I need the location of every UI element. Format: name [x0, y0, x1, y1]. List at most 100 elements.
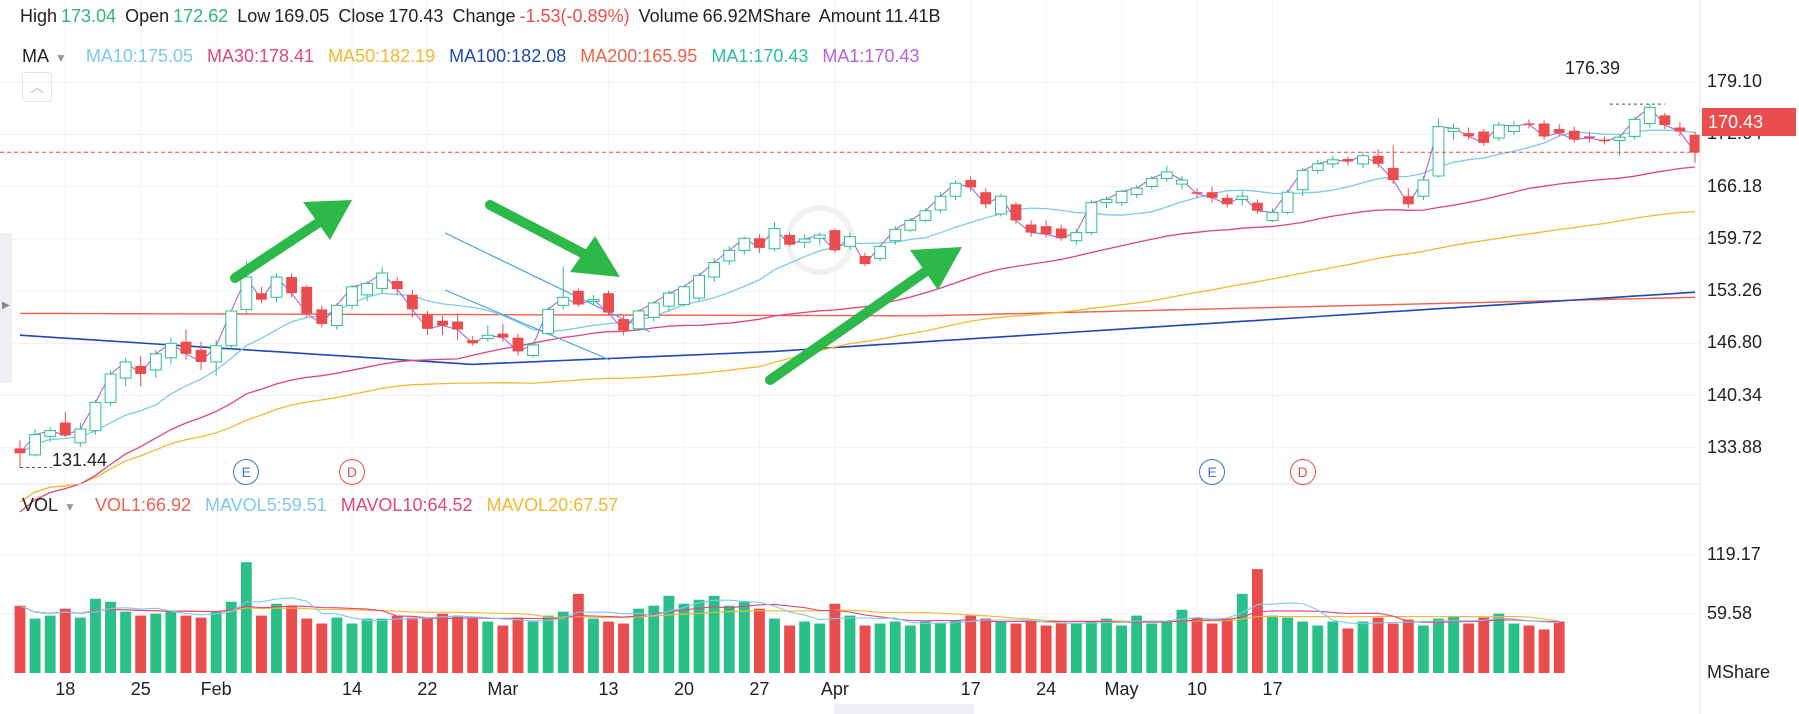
candle-body — [708, 261, 721, 278]
volume-bar — [1161, 621, 1173, 673]
candle-body — [481, 334, 494, 339]
earnings-marker[interactable]: E — [1199, 459, 1226, 485]
candle-body — [965, 180, 977, 188]
open-value: 172.62 — [173, 6, 229, 26]
candle-body — [74, 428, 87, 444]
candle-body — [437, 320, 448, 326]
ma-legend-item: MA10:175.05 — [85, 46, 193, 66]
candle-body — [994, 195, 1007, 215]
volume-bar — [829, 603, 841, 673]
chevron-down-icon[interactable]: ▼ — [64, 500, 76, 514]
high-value: 173.04 — [61, 6, 117, 26]
candle-body — [29, 434, 42, 456]
candle-body — [104, 373, 117, 403]
date-tick-label: 17 — [1262, 679, 1283, 699]
ma-indicator-selector[interactable]: MA — [22, 46, 49, 66]
candle-body — [1115, 190, 1128, 204]
volume-bar — [240, 562, 252, 673]
candle-body — [980, 192, 992, 205]
candle-body — [768, 228, 781, 250]
chevron-right-icon[interactable]: ▶ — [2, 300, 10, 311]
volume-bar — [90, 598, 101, 673]
volume-bar — [1282, 617, 1293, 673]
candle-body — [557, 296, 570, 306]
dividend-marker[interactable]: D — [338, 459, 365, 485]
volume-bar — [1070, 623, 1082, 673]
volume-bar — [1025, 621, 1037, 673]
volume-bar — [527, 621, 539, 673]
volume-bar — [1176, 609, 1188, 673]
ma-legend-item: MA1:170.43 — [711, 46, 809, 66]
ma1-line — [19, 106, 1696, 454]
vol-indicator-selector[interactable]: VOL — [22, 495, 59, 515]
volume-bar — [120, 611, 132, 673]
volume-bar — [723, 605, 735, 673]
date-tick-label: 25 — [130, 679, 151, 699]
volume-bar — [678, 603, 690, 673]
candle-body — [1372, 155, 1384, 164]
volume-bar — [286, 605, 298, 673]
volume-bar — [1553, 621, 1565, 673]
volume-bar — [1417, 625, 1429, 673]
date-tick-label: Apr — [820, 679, 849, 699]
candle-body — [119, 361, 132, 379]
candle-body — [1538, 123, 1550, 137]
candle-body — [949, 182, 962, 197]
candle-body — [1145, 177, 1158, 188]
candle-body — [452, 321, 464, 330]
volume-tick-label: 59.58 — [1707, 603, 1753, 624]
mavol5-line — [19, 597, 1560, 625]
earnings-marker[interactable]: E — [233, 459, 260, 485]
candle-body — [240, 276, 253, 310]
volume-bar — [1478, 617, 1490, 673]
volume-bar — [1402, 619, 1414, 673]
collapse-button[interactable]: ︿ — [22, 72, 52, 102]
candle-body — [1507, 125, 1520, 133]
volume-bar — [1116, 625, 1128, 673]
ma-legend-item: MA30:178.41 — [206, 46, 315, 66]
ma-legend-item: MA200:165.95 — [580, 46, 698, 66]
candle-body — [376, 272, 389, 289]
ma-legend: MA ▼ MA10:175.05 MA30:178.41 MA50:182.19 MA1… — [22, 46, 933, 67]
candle-body — [934, 195, 947, 211]
candle-body — [316, 309, 328, 324]
current-price-tag: 170.43 — [1702, 108, 1796, 136]
volume-bar — [105, 601, 116, 673]
bottom-resize-handle[interactable] — [834, 704, 974, 714]
candle-body — [1010, 204, 1022, 221]
date-tick-label: May — [1104, 679, 1139, 699]
price-tick-label: 133.88 — [1707, 436, 1763, 457]
axis-lines — [0, 0, 1701, 714]
current-price-line — [0, 103, 1700, 469]
trend-arrows — [230, 200, 962, 385]
volume-bar — [648, 605, 660, 673]
candle-body — [406, 294, 418, 310]
volume-bar — [406, 617, 418, 673]
candle-body — [1583, 136, 1595, 139]
volume-bar — [1297, 621, 1309, 673]
candle-body — [256, 293, 267, 300]
volume-bar — [482, 621, 494, 673]
volume-bar — [59, 608, 71, 673]
volume-bar — [799, 621, 811, 673]
volume-bar — [1101, 618, 1112, 673]
volume-bar — [150, 613, 162, 673]
volume-bar — [14, 605, 26, 673]
candle-body — [1417, 179, 1430, 197]
dividend-marker[interactable]: D — [1289, 459, 1316, 485]
candle-body — [180, 341, 192, 354]
volume-bar — [753, 608, 765, 673]
candle-body — [1402, 196, 1414, 205]
date-tick-label: 22 — [417, 679, 438, 699]
volume-bar — [165, 611, 177, 673]
date-tick-label: 20 — [673, 679, 694, 699]
volume-bar — [950, 620, 962, 673]
chevron-down-icon[interactable]: ▼ — [55, 51, 67, 65]
side-panel-toggle[interactable] — [0, 233, 12, 383]
candle-body — [1311, 163, 1324, 171]
candle-body — [1266, 211, 1279, 221]
mavol20-line — [19, 605, 1560, 623]
low-value: 169.05 — [274, 6, 330, 26]
candle-body — [587, 299, 600, 302]
